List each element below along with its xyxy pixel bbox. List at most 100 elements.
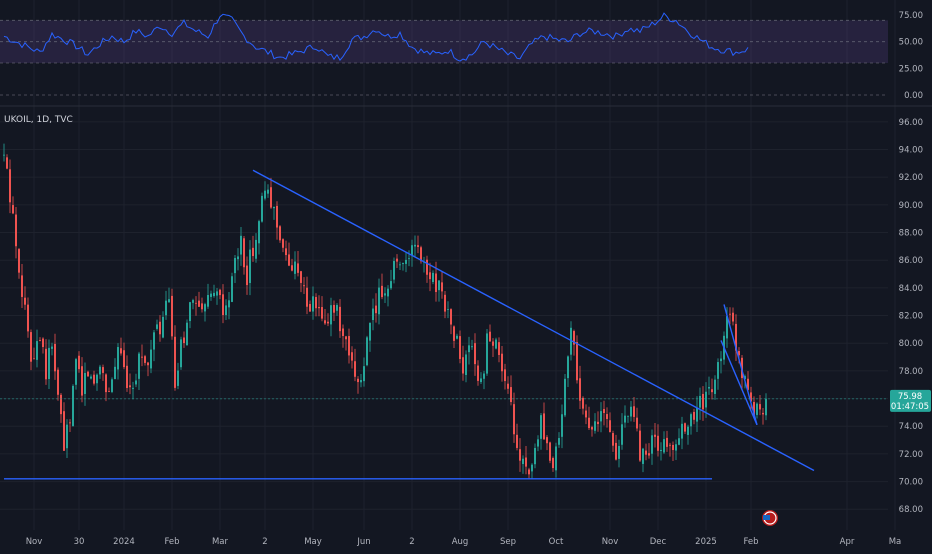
candle[interactable] bbox=[645, 450, 647, 455]
candle[interactable] bbox=[438, 280, 440, 291]
candle[interactable] bbox=[204, 304, 206, 312]
candle[interactable] bbox=[726, 316, 728, 339]
candle[interactable] bbox=[534, 447, 536, 465]
candle[interactable] bbox=[357, 378, 359, 383]
candle[interactable] bbox=[489, 331, 491, 342]
candle[interactable] bbox=[612, 433, 614, 446]
candle[interactable] bbox=[651, 435, 653, 454]
candle[interactable] bbox=[525, 457, 527, 467]
candle[interactable] bbox=[147, 362, 149, 366]
candle[interactable] bbox=[366, 337, 368, 366]
candle[interactable] bbox=[630, 406, 632, 417]
candle[interactable] bbox=[594, 421, 596, 431]
candle[interactable] bbox=[57, 369, 59, 395]
candle[interactable] bbox=[702, 393, 704, 410]
candle[interactable] bbox=[477, 365, 479, 381]
candle[interactable] bbox=[549, 442, 551, 461]
candle[interactable] bbox=[432, 272, 434, 283]
candle[interactable] bbox=[498, 342, 500, 355]
candle[interactable] bbox=[681, 423, 683, 439]
candle[interactable] bbox=[243, 238, 245, 268]
candle[interactable] bbox=[69, 422, 71, 424]
candle[interactable] bbox=[12, 205, 14, 214]
candle[interactable] bbox=[654, 434, 656, 437]
candle[interactable] bbox=[588, 417, 590, 429]
candle[interactable] bbox=[591, 427, 593, 430]
candle[interactable] bbox=[597, 421, 599, 425]
candle[interactable] bbox=[120, 348, 122, 354]
candle[interactable] bbox=[606, 414, 608, 419]
candle[interactable] bbox=[669, 444, 671, 446]
candle[interactable] bbox=[198, 300, 200, 307]
candle[interactable] bbox=[270, 187, 272, 208]
candle[interactable] bbox=[291, 265, 293, 271]
candle[interactable] bbox=[222, 294, 224, 316]
candle[interactable] bbox=[117, 347, 119, 370]
candle[interactable] bbox=[180, 339, 182, 368]
candle[interactable] bbox=[36, 341, 38, 360]
candle[interactable] bbox=[39, 340, 41, 341]
trendline-wedge-upper[interactable] bbox=[723, 304, 758, 426]
candle[interactable] bbox=[444, 294, 446, 312]
candle[interactable] bbox=[639, 430, 641, 461]
candle[interactable] bbox=[474, 343, 476, 365]
candle[interactable] bbox=[387, 288, 389, 297]
candle[interactable] bbox=[96, 374, 98, 384]
candle[interactable] bbox=[312, 296, 314, 312]
candle[interactable] bbox=[753, 402, 755, 416]
candle[interactable] bbox=[321, 307, 323, 319]
candle[interactable] bbox=[573, 331, 575, 345]
candle[interactable] bbox=[540, 415, 542, 439]
candle[interactable] bbox=[45, 348, 47, 380]
candle[interactable] bbox=[372, 308, 374, 321]
candle[interactable] bbox=[297, 263, 299, 273]
candle[interactable] bbox=[276, 205, 278, 228]
candle[interactable] bbox=[360, 380, 362, 383]
candle[interactable] bbox=[300, 271, 302, 283]
candle[interactable] bbox=[507, 383, 509, 389]
candle[interactable] bbox=[345, 336, 347, 340]
candle[interactable] bbox=[21, 275, 23, 297]
price-axis[interactable]: 96.00 94.00 92.00 90.00 88.00 86.00 84.00 82.00… bbox=[899, 11, 923, 515]
candle[interactable] bbox=[207, 295, 209, 307]
candle[interactable] bbox=[99, 366, 101, 375]
candle[interactable] bbox=[414, 244, 416, 247]
candle[interactable] bbox=[495, 339, 497, 349]
candle[interactable] bbox=[381, 285, 383, 298]
candle[interactable] bbox=[567, 356, 569, 379]
candle[interactable] bbox=[231, 276, 233, 302]
candle[interactable] bbox=[546, 437, 548, 444]
candle[interactable] bbox=[348, 336, 350, 356]
candle[interactable] bbox=[189, 302, 191, 322]
candle[interactable] bbox=[375, 305, 377, 314]
candle[interactable] bbox=[18, 249, 20, 273]
candle[interactable] bbox=[183, 337, 185, 344]
candle[interactable] bbox=[114, 366, 116, 380]
candle[interactable] bbox=[735, 323, 737, 351]
candle[interactable] bbox=[450, 309, 452, 325]
candle[interactable] bbox=[75, 359, 77, 385]
candle[interactable] bbox=[666, 437, 668, 447]
candle[interactable] bbox=[246, 265, 248, 286]
candle[interactable] bbox=[678, 438, 680, 445]
candle[interactable] bbox=[6, 157, 8, 169]
candle[interactable] bbox=[744, 376, 746, 380]
candle[interactable] bbox=[663, 439, 665, 453]
candle[interactable] bbox=[324, 320, 326, 324]
candle[interactable] bbox=[429, 272, 431, 280]
candle[interactable] bbox=[408, 257, 410, 259]
candle[interactable] bbox=[690, 414, 692, 427]
candle[interactable] bbox=[123, 350, 125, 368]
candle[interactable] bbox=[132, 387, 134, 389]
candle[interactable] bbox=[63, 411, 65, 451]
candle[interactable] bbox=[288, 254, 290, 266]
candle[interactable] bbox=[255, 239, 257, 259]
candle[interactable] bbox=[603, 409, 605, 414]
candle[interactable] bbox=[657, 435, 659, 451]
candle[interactable] bbox=[543, 413, 545, 440]
candle[interactable] bbox=[447, 308, 449, 310]
candle[interactable] bbox=[48, 347, 50, 379]
candle[interactable] bbox=[225, 305, 227, 316]
